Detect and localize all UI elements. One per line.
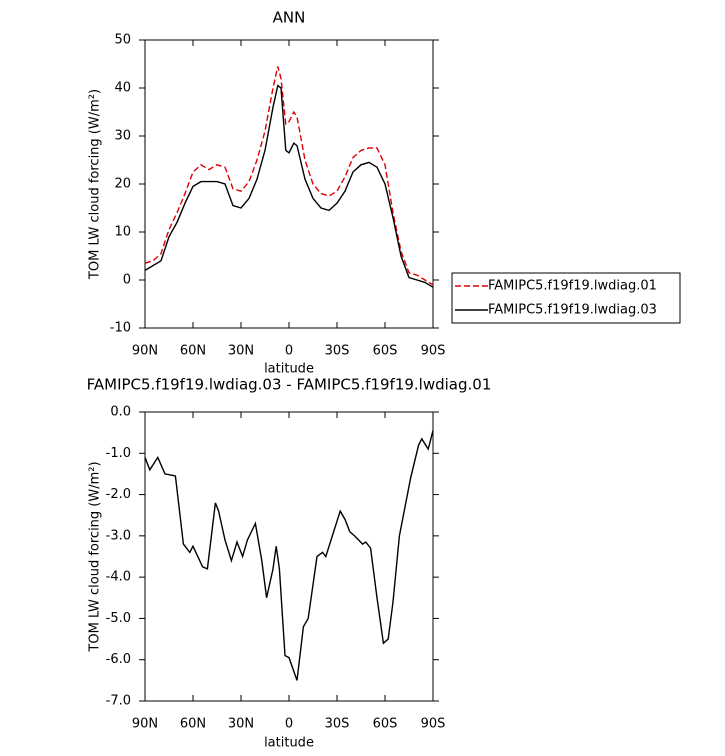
- x-tick-label: 60S: [373, 717, 398, 732]
- x-tick-label: 60N: [180, 344, 206, 359]
- y-tick-label: -1.0: [106, 446, 131, 461]
- chart-title: ANN: [273, 9, 306, 27]
- chart-title: FAMIPC5.f19f19.lwdiag.03 - FAMIPC5.f19f1…: [87, 376, 492, 394]
- y-tick-label: -2.0: [106, 487, 131, 502]
- y-tick-label: 10: [114, 225, 131, 240]
- x-tick-label: 90N: [132, 344, 158, 359]
- x-axis-label: latitude: [264, 362, 314, 377]
- x-tick-label: 30S: [325, 344, 350, 359]
- y-axis-label: TOM LW cloud forcing (W/m²): [88, 461, 103, 652]
- y-tick-label: 0: [123, 273, 131, 288]
- data-line: [144, 84, 434, 288]
- x-axis-label: latitude: [264, 736, 314, 751]
- x-tick-label: 30S: [325, 717, 350, 732]
- y-tick-label: -6.0: [106, 652, 131, 667]
- x-tick-label: 60S: [373, 344, 398, 359]
- legend-box: [451, 272, 681, 324]
- y-tick-label: 30: [114, 129, 131, 144]
- data-line: [144, 66, 434, 286]
- y-tick-label: -4.0: [106, 570, 131, 585]
- x-tick-label: 30N: [228, 344, 254, 359]
- legend-label: FAMIPC5.f19f19.lwdiag.03: [488, 303, 657, 318]
- y-axis-label: TOM LW cloud forcing (W/m²): [88, 89, 103, 280]
- y-tick-label: -10: [110, 321, 131, 336]
- x-tick-label: 90N: [132, 717, 158, 732]
- x-tick-label: 90S: [421, 717, 446, 732]
- y-tick-label: 50: [114, 33, 131, 48]
- legend-label: FAMIPC5.f19f19.lwdiag.01: [488, 279, 657, 294]
- y-tick-label: 20: [114, 177, 131, 192]
- x-tick-label: 0: [285, 717, 293, 732]
- y-tick-label: 0.0: [110, 405, 131, 420]
- y-tick-label: -7.0: [106, 694, 131, 709]
- x-tick-label: 90S: [421, 344, 446, 359]
- x-tick-label: 60N: [180, 717, 206, 732]
- y-tick-label: 40: [114, 81, 131, 96]
- x-tick-label: 30N: [228, 717, 254, 732]
- y-tick-label: -3.0: [106, 528, 131, 543]
- y-tick-label: -5.0: [106, 611, 131, 626]
- data-line: [144, 430, 434, 681]
- x-tick-label: 0: [285, 344, 293, 359]
